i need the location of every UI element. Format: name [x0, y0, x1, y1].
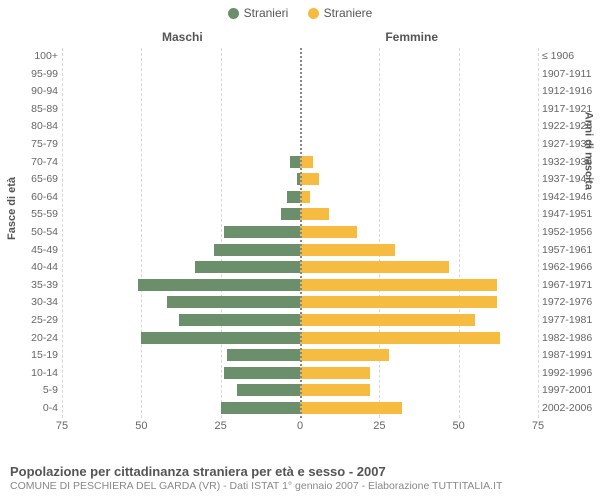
bar-female: [300, 244, 395, 256]
bar-female: [300, 314, 475, 326]
bar-female: [300, 349, 389, 361]
birth-year-label: 1922-1926: [542, 121, 600, 132]
bar-male: [141, 332, 300, 344]
legend-label-male: Stranieri: [244, 6, 289, 20]
age-label: 80-84: [0, 121, 58, 132]
y-axis-left-labels: 100+ 95-99 90-94 85-89 80-84 75-79 70-74 65-69 6…: [0, 48, 58, 418]
legend-item-female: Straniere: [308, 6, 373, 20]
bar-male: [227, 349, 300, 361]
legend-item-male: Stranieri: [228, 6, 289, 20]
age-label: 75-79: [0, 139, 58, 150]
age-label: 15-19: [0, 350, 58, 361]
birth-year-label: 1987-1991: [542, 350, 600, 361]
age-label: 5-9: [0, 385, 58, 396]
bar-female: [300, 402, 402, 414]
age-label: 20-24: [0, 333, 58, 344]
age-label: 100+: [0, 51, 58, 62]
x-tick-label: 75: [532, 420, 544, 432]
age-label: 65-69: [0, 174, 58, 185]
bar-female: [300, 226, 357, 238]
age-label: 0-4: [0, 403, 58, 414]
birth-year-label: 2002-2006: [542, 403, 600, 414]
birth-year-label: 1917-1921: [542, 104, 600, 115]
legend-label-female: Straniere: [324, 6, 373, 20]
age-label: 30-34: [0, 297, 58, 308]
chart-title: Popolazione per cittadinanza straniera p…: [10, 464, 590, 479]
x-tick-label: 25: [215, 420, 227, 432]
chart-subtitle: COMUNE DI PESCHIERA DEL GARDA (VR) - Dat…: [10, 480, 590, 492]
bar-male: [138, 279, 300, 291]
x-tick-label: 0: [297, 420, 303, 432]
x-axis: 7550250255075: [62, 420, 538, 434]
birth-year-label: 1977-1981: [542, 315, 600, 326]
bar-female: [300, 296, 497, 308]
center-axis-line: [300, 48, 302, 418]
age-label: 45-49: [0, 245, 58, 256]
age-label: 90-94: [0, 86, 58, 97]
x-tick-label: 50: [135, 420, 147, 432]
legend-swatch-male: [228, 8, 239, 19]
age-label: 40-44: [0, 262, 58, 273]
bar-male: [237, 384, 300, 396]
bar-male: [224, 226, 300, 238]
footer: Popolazione per cittadinanza straniera p…: [10, 464, 590, 492]
side-title-male: Maschi: [162, 30, 203, 44]
birth-year-label: 1997-2001: [542, 385, 600, 396]
bar-female: [300, 173, 319, 185]
birth-year-label: 1942-1946: [542, 192, 600, 203]
age-label: 70-74: [0, 157, 58, 168]
bar-male: [281, 208, 300, 220]
age-label: 60-64: [0, 192, 58, 203]
legend: Stranieri Straniere: [0, 0, 600, 22]
birth-year-label: 1952-1956: [542, 227, 600, 238]
age-label: 50-54: [0, 227, 58, 238]
bar-male: [224, 367, 300, 379]
bar-male: [179, 314, 300, 326]
x-tick-label: 75: [56, 420, 68, 432]
bar-female: [300, 332, 500, 344]
birth-year-label: 1967-1971: [542, 280, 600, 291]
birth-year-label: 1912-1916: [542, 86, 600, 97]
age-label: 10-14: [0, 368, 58, 379]
bar-male: [195, 261, 300, 273]
birth-year-label: 1937-1941: [542, 174, 600, 185]
birth-year-label: 1947-1951: [542, 209, 600, 220]
chart-area: Maschi Femmine: [62, 34, 538, 434]
birth-year-label: 1962-1966: [542, 262, 600, 273]
birth-year-label: 1907-1911: [542, 69, 600, 80]
birth-year-label: 1957-1961: [542, 245, 600, 256]
bar-male: [221, 402, 300, 414]
y-axis-right-labels: ≤ 1906 1907-1911 1912-1916 1917-1921 1922-19…: [542, 48, 600, 418]
birth-year-label: 1982-1986: [542, 333, 600, 344]
bar-male: [167, 296, 300, 308]
birth-year-label: 1927-1931: [542, 139, 600, 150]
bar-male: [290, 156, 300, 168]
age-label: 25-29: [0, 315, 58, 326]
age-label: 85-89: [0, 104, 58, 115]
bar-female: [300, 208, 329, 220]
bar-female: [300, 367, 370, 379]
age-label: 35-39: [0, 280, 58, 291]
age-label: 55-59: [0, 209, 58, 220]
birth-year-label: 1992-1996: [542, 368, 600, 379]
birth-year-label: 1972-1976: [542, 297, 600, 308]
x-tick-label: 25: [373, 420, 385, 432]
birth-year-label: 1932-1936: [542, 157, 600, 168]
birth-year-label: ≤ 1906: [542, 51, 600, 62]
side-title-female: Femmine: [385, 30, 438, 44]
gridline: [538, 48, 539, 418]
x-tick-label: 50: [453, 420, 465, 432]
bar-female: [300, 279, 497, 291]
bar-male: [214, 244, 300, 256]
legend-swatch-female: [308, 8, 319, 19]
age-label: 95-99: [0, 69, 58, 80]
bar-male: [287, 191, 300, 203]
bar-female: [300, 384, 370, 396]
plot: [62, 48, 538, 418]
bar-female: [300, 261, 449, 273]
